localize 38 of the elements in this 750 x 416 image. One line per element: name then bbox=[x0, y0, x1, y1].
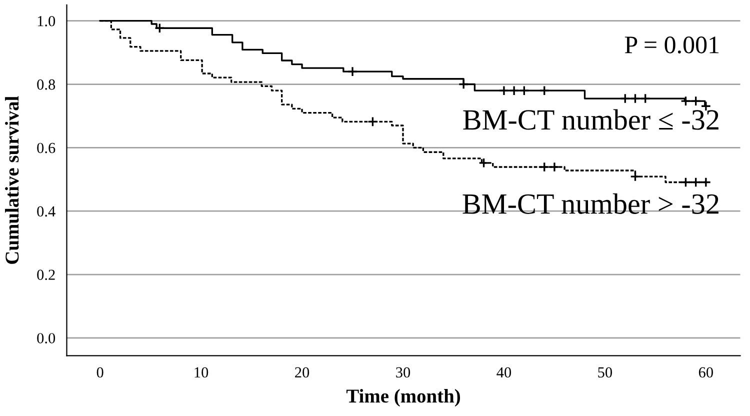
point bbox=[640, 93, 651, 104]
x-tick-label: 40 bbox=[496, 367, 512, 378]
point bbox=[508, 85, 520, 96]
x-axis-title: Time (month) bbox=[346, 388, 460, 407]
point bbox=[154, 22, 165, 34]
x-tick-label: 10 bbox=[194, 367, 208, 378]
series-label: BM-CT number ≤ -32 bbox=[463, 109, 718, 130]
y-tick-label: 0.4 bbox=[37, 206, 56, 217]
point bbox=[539, 162, 550, 172]
point bbox=[680, 96, 691, 106]
y-tick-label: 0.6 bbox=[37, 142, 56, 154]
y-axis-title: Cumulative survival bbox=[5, 96, 19, 264]
point bbox=[630, 171, 640, 182]
point bbox=[347, 66, 358, 77]
x-tick-label: 60 bbox=[698, 367, 713, 378]
y-tick-label: 1.0 bbox=[38, 16, 56, 26]
point bbox=[690, 96, 702, 106]
point bbox=[478, 158, 489, 168]
point bbox=[700, 177, 712, 188]
x-tick-label: 50 bbox=[598, 367, 612, 378]
point bbox=[690, 177, 702, 188]
point bbox=[680, 177, 691, 188]
point bbox=[498, 85, 510, 96]
point bbox=[518, 85, 530, 96]
annotation: P = 0.001 bbox=[624, 36, 719, 54]
series-label: BM-CT number > -32 bbox=[462, 193, 718, 214]
x-tick-label: 20 bbox=[295, 367, 310, 378]
point bbox=[539, 85, 550, 96]
y-tick-label: 0.8 bbox=[37, 79, 56, 90]
point bbox=[630, 93, 640, 104]
point bbox=[458, 79, 469, 90]
point bbox=[367, 116, 378, 127]
y-tick-label: 0.0 bbox=[37, 333, 56, 344]
point bbox=[620, 93, 630, 104]
y-tick-label: 0.2 bbox=[37, 270, 55, 280]
point bbox=[549, 162, 560, 172]
x-tick-label: 30 bbox=[396, 367, 410, 378]
x-tick-label: 0 bbox=[96, 367, 104, 378]
